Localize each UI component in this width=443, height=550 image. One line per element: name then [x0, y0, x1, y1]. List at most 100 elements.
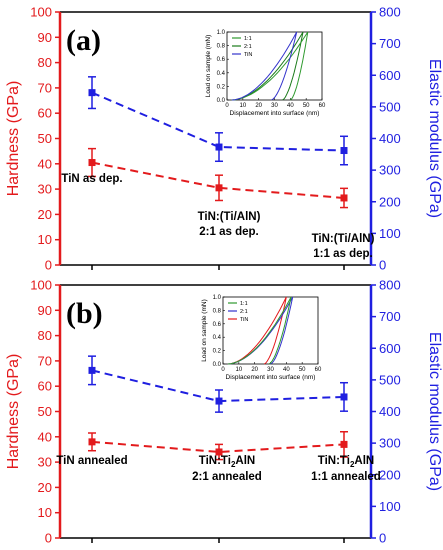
right-tick-label: 500: [379, 372, 401, 387]
inset-x-tick-label: 0: [225, 103, 229, 109]
inset-legend-label: 1:1: [244, 36, 252, 42]
left-tick-label: 80: [38, 328, 52, 343]
inset-x-label: Displacement into surface (nm): [226, 374, 316, 381]
inset-x-tick-label: 30: [267, 367, 274, 373]
series-line-hardness: [91, 161, 345, 199]
inset-legend-label: 2:1: [244, 44, 252, 50]
right-tick-label: 200: [379, 467, 401, 482]
category-label: TiN:Ti2AlN: [199, 455, 255, 469]
data-point: [340, 147, 348, 155]
inset-x-tick-label: 50: [299, 367, 306, 373]
panel-a: 0102030405060708090100010020030040050060…: [5, 5, 443, 273]
inset-x-tick-label: 60: [315, 367, 322, 373]
inset-x-tick-label: 10: [239, 103, 246, 109]
left-tick-label: 100: [30, 278, 52, 293]
inset-x-tick-label: 40: [287, 103, 294, 109]
inset-legend-label: TiN: [244, 52, 252, 58]
right-tick-label: 700: [379, 36, 401, 51]
inset-x-tick-label: 20: [255, 103, 262, 109]
inset-y-tick-label: 0.6: [217, 57, 226, 63]
category-label: TiN:Ti2AlN: [318, 455, 374, 469]
inset-y-label: Load on sample (mN): [201, 299, 208, 362]
inset-background: [193, 291, 328, 386]
data-point: [215, 448, 223, 456]
panel-b: 0102030405060708090100010020030040050060…: [5, 278, 443, 546]
data-point: [340, 393, 348, 401]
right-tick-label: 100: [379, 499, 401, 514]
inset-x-tick-label: 20: [251, 367, 258, 373]
left-tick-label: 100: [30, 5, 52, 20]
inset-y-tick-label: 0.2: [213, 349, 222, 355]
data-point: [88, 159, 96, 167]
data-point: [215, 143, 223, 151]
left-tick-label: 90: [38, 303, 52, 318]
y-axis-label-left: Hardness (GPa): [5, 81, 22, 197]
inset-y-tick-label: 0.4: [217, 71, 226, 77]
data-point: [340, 440, 348, 448]
inset-x-tick-label: 0: [221, 367, 225, 373]
inset-y-tick-label: 0.0: [217, 98, 226, 104]
inset-legend-label: 1:1: [240, 301, 248, 307]
left-tick-label: 40: [38, 156, 52, 171]
left-tick-label: 60: [38, 379, 52, 394]
inset-y-tick-label: 0.2: [217, 84, 226, 90]
inset-x-tick-label: 50: [303, 103, 310, 109]
y-axis-label-right: Elastic modulus (GPa): [426, 59, 443, 218]
left-tick-label: 80: [38, 55, 52, 70]
inset-y-tick-label: 0.4: [213, 335, 222, 341]
left-tick-label: 70: [38, 353, 52, 368]
y-axis-label-left: Hardness (GPa): [5, 354, 22, 470]
category-label: 1:1 annealed: [311, 471, 381, 483]
category-label: TiN:(Ti/AlN): [198, 211, 261, 223]
left-tick-label: 10: [38, 505, 52, 520]
right-tick-label: 600: [379, 68, 401, 83]
right-tick-label: 300: [379, 163, 401, 178]
data-point: [215, 397, 223, 405]
right-tick-label: 600: [379, 341, 401, 356]
left-tick-label: 20: [38, 480, 52, 495]
left-tick-label: 60: [38, 106, 52, 121]
inset-x-tick-label: 10: [235, 367, 242, 373]
inset-legend-label: 2:1: [240, 309, 248, 315]
inset-x-label: Displacement into surface (nm): [230, 110, 320, 117]
inset-y-tick-label: 0.8: [213, 308, 222, 314]
data-point: [340, 194, 348, 202]
inset-y-tick-label: 0.0: [213, 362, 222, 368]
inset-background: [197, 26, 332, 122]
inset-curve: [231, 31, 309, 101]
category-label: TiN:(Ti/AlN): [312, 233, 375, 245]
left-tick-label: 0: [45, 258, 52, 273]
inset-chart: 0 10 20 30 40 50 60 0.0 0.2 0.4 0.6 0.8 1.0 Displacem…: [197, 26, 332, 122]
right-tick-label: 100: [379, 226, 401, 241]
inset-y-tick-label: 0.8: [217, 44, 226, 50]
inset-x-tick-label: 40: [283, 367, 290, 373]
category-label: TiN annealed: [56, 455, 127, 467]
left-tick-label: 20: [38, 207, 52, 222]
left-tick-label: 50: [38, 131, 52, 146]
left-tick-label: 30: [38, 182, 52, 197]
right-tick-label: 500: [379, 99, 401, 114]
left-tick-label: 50: [38, 404, 52, 419]
right-tick-label: 800: [379, 278, 401, 293]
inset-curve: [227, 296, 292, 365]
inset-y-tick-label: 1.0: [213, 295, 222, 301]
category-label: 2:1 annealed: [192, 471, 262, 483]
inset-legend-label: TiN: [240, 317, 248, 323]
data-point: [88, 89, 96, 97]
data-point: [88, 366, 96, 374]
left-tick-label: 0: [45, 531, 52, 546]
category-label: TiN as dep.: [61, 173, 122, 185]
right-tick-label: 400: [379, 131, 401, 146]
data-point: [88, 438, 96, 446]
left-tick-label: 90: [38, 30, 52, 45]
right-tick-label: 400: [379, 404, 401, 419]
right-tick-label: 800: [379, 5, 401, 20]
inset-curve: [231, 31, 298, 101]
category-label: 2:1 as dep.: [199, 226, 258, 238]
inset-chart: 0 10 20 30 40 50 60 0.0 0.2 0.4 0.6 0.8 1.0 Displacem…: [193, 291, 328, 386]
left-tick-label: 70: [38, 80, 52, 95]
right-tick-label: 0: [379, 258, 386, 273]
right-tick-label: 0: [379, 531, 386, 546]
series-line-hardness: [91, 440, 345, 453]
